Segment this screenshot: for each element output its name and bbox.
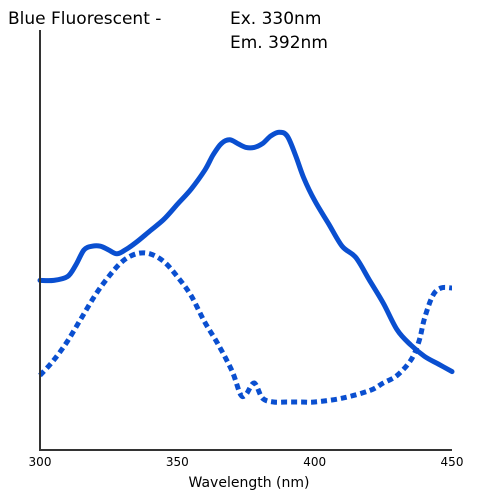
x-tick-label-400: 400: [303, 455, 326, 469]
chart-title-excitation: Ex. 330nm: [230, 9, 321, 29]
series-layer: [37, 129, 455, 405]
chart-title-main: Blue Fluorescent -: [8, 9, 161, 29]
series-line-dotted: [38, 250, 453, 405]
x-tick-label-350: 350: [166, 455, 189, 469]
axes: [39, 30, 452, 451]
x-tick-label-450: 450: [441, 455, 464, 469]
chart-title-emission: Em. 392nm: [230, 33, 328, 53]
chart-title: Blue Fluorescent - Ex. 330nm Em. 392nm: [8, 9, 328, 53]
x-axis-label: Wavelength (nm): [189, 475, 310, 491]
series-line-solid: [37, 129, 455, 375]
x-tick-labels: 300 350 400 450: [29, 455, 464, 469]
x-tick-label-300: 300: [29, 455, 52, 469]
